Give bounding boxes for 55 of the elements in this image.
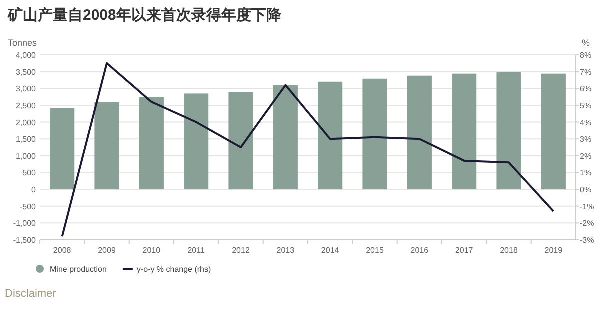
- y-axis-title: Tonnes: [8, 38, 38, 48]
- y2-tick-label: 6%: [580, 84, 592, 94]
- bar: [184, 94, 209, 190]
- bar: [407, 76, 432, 190]
- bar: [50, 108, 75, 190]
- x-tick-label: 2008: [53, 246, 72, 255]
- y-tick-label: 500: [22, 168, 37, 178]
- y2-axis-title: %: [582, 38, 590, 48]
- x-tick-label: 2016: [410, 246, 430, 255]
- bar: [139, 97, 164, 190]
- y-tick-label: 3,000: [16, 84, 37, 94]
- bar: [318, 82, 343, 190]
- y-tick-label: 0: [32, 186, 37, 195]
- y-tick-label: -1,500: [13, 236, 37, 245]
- bar: [273, 85, 298, 190]
- y2-tick-label: 8%: [580, 51, 592, 60]
- y-tick-label: 1,000: [16, 152, 37, 161]
- y2-tick-label: -1%: [580, 202, 594, 212]
- chart-title: 矿山产量自2008年以来首次录得年度下降: [7, 6, 282, 24]
- y-tick-label: 4,000: [16, 51, 37, 60]
- y-tick-label: 2,500: [16, 101, 37, 110]
- bar: [228, 92, 254, 190]
- y-tick-label: 2,000: [16, 118, 37, 128]
- y2-tick-label: 0%: [580, 186, 592, 195]
- x-tick-label: 2015: [366, 246, 384, 255]
- line-series: [61, 62, 555, 238]
- legend-label: y-o-y % change (rhs): [136, 265, 212, 274]
- y2-tick-label: 3%: [580, 135, 592, 144]
- y2-tick-label: 7%: [580, 68, 592, 77]
- bar: [362, 78, 388, 190]
- x-tick-label: 2017: [455, 246, 474, 255]
- text: Disclaimer: [5, 288, 57, 300]
- bar: [94, 102, 120, 190]
- y2-tick-label: 5%: [580, 101, 592, 110]
- x-tick-label: 2018: [500, 246, 518, 255]
- y-tick-label: -500: [20, 202, 37, 212]
- y2-tick-label: 4%: [580, 118, 592, 128]
- y2-tick-label: -2%: [580, 219, 594, 228]
- x-tick-label: 2013: [276, 246, 296, 255]
- y2-tick-label: -3%: [580, 236, 594, 245]
- y-tick-label: 3,500: [16, 68, 37, 77]
- x-tick-label: 2011: [188, 246, 206, 255]
- y-tick-label: -1,000: [13, 219, 37, 228]
- bar: [541, 74, 566, 190]
- x-tick-label: 2009: [98, 246, 116, 255]
- bar: [452, 74, 477, 190]
- bar: [496, 72, 522, 190]
- legend-label: Mine production: [50, 265, 107, 274]
- y2-tick-label: 2%: [580, 152, 592, 161]
- x-tick-label: 2010: [142, 246, 162, 255]
- x-tick-label: 2014: [321, 246, 340, 255]
- x-tick-label: 2019: [544, 246, 564, 255]
- y-tick-label: 1,500: [16, 135, 37, 144]
- y2-tick-label: 1%: [580, 168, 592, 178]
- x-tick-label: 2012: [232, 246, 250, 255]
